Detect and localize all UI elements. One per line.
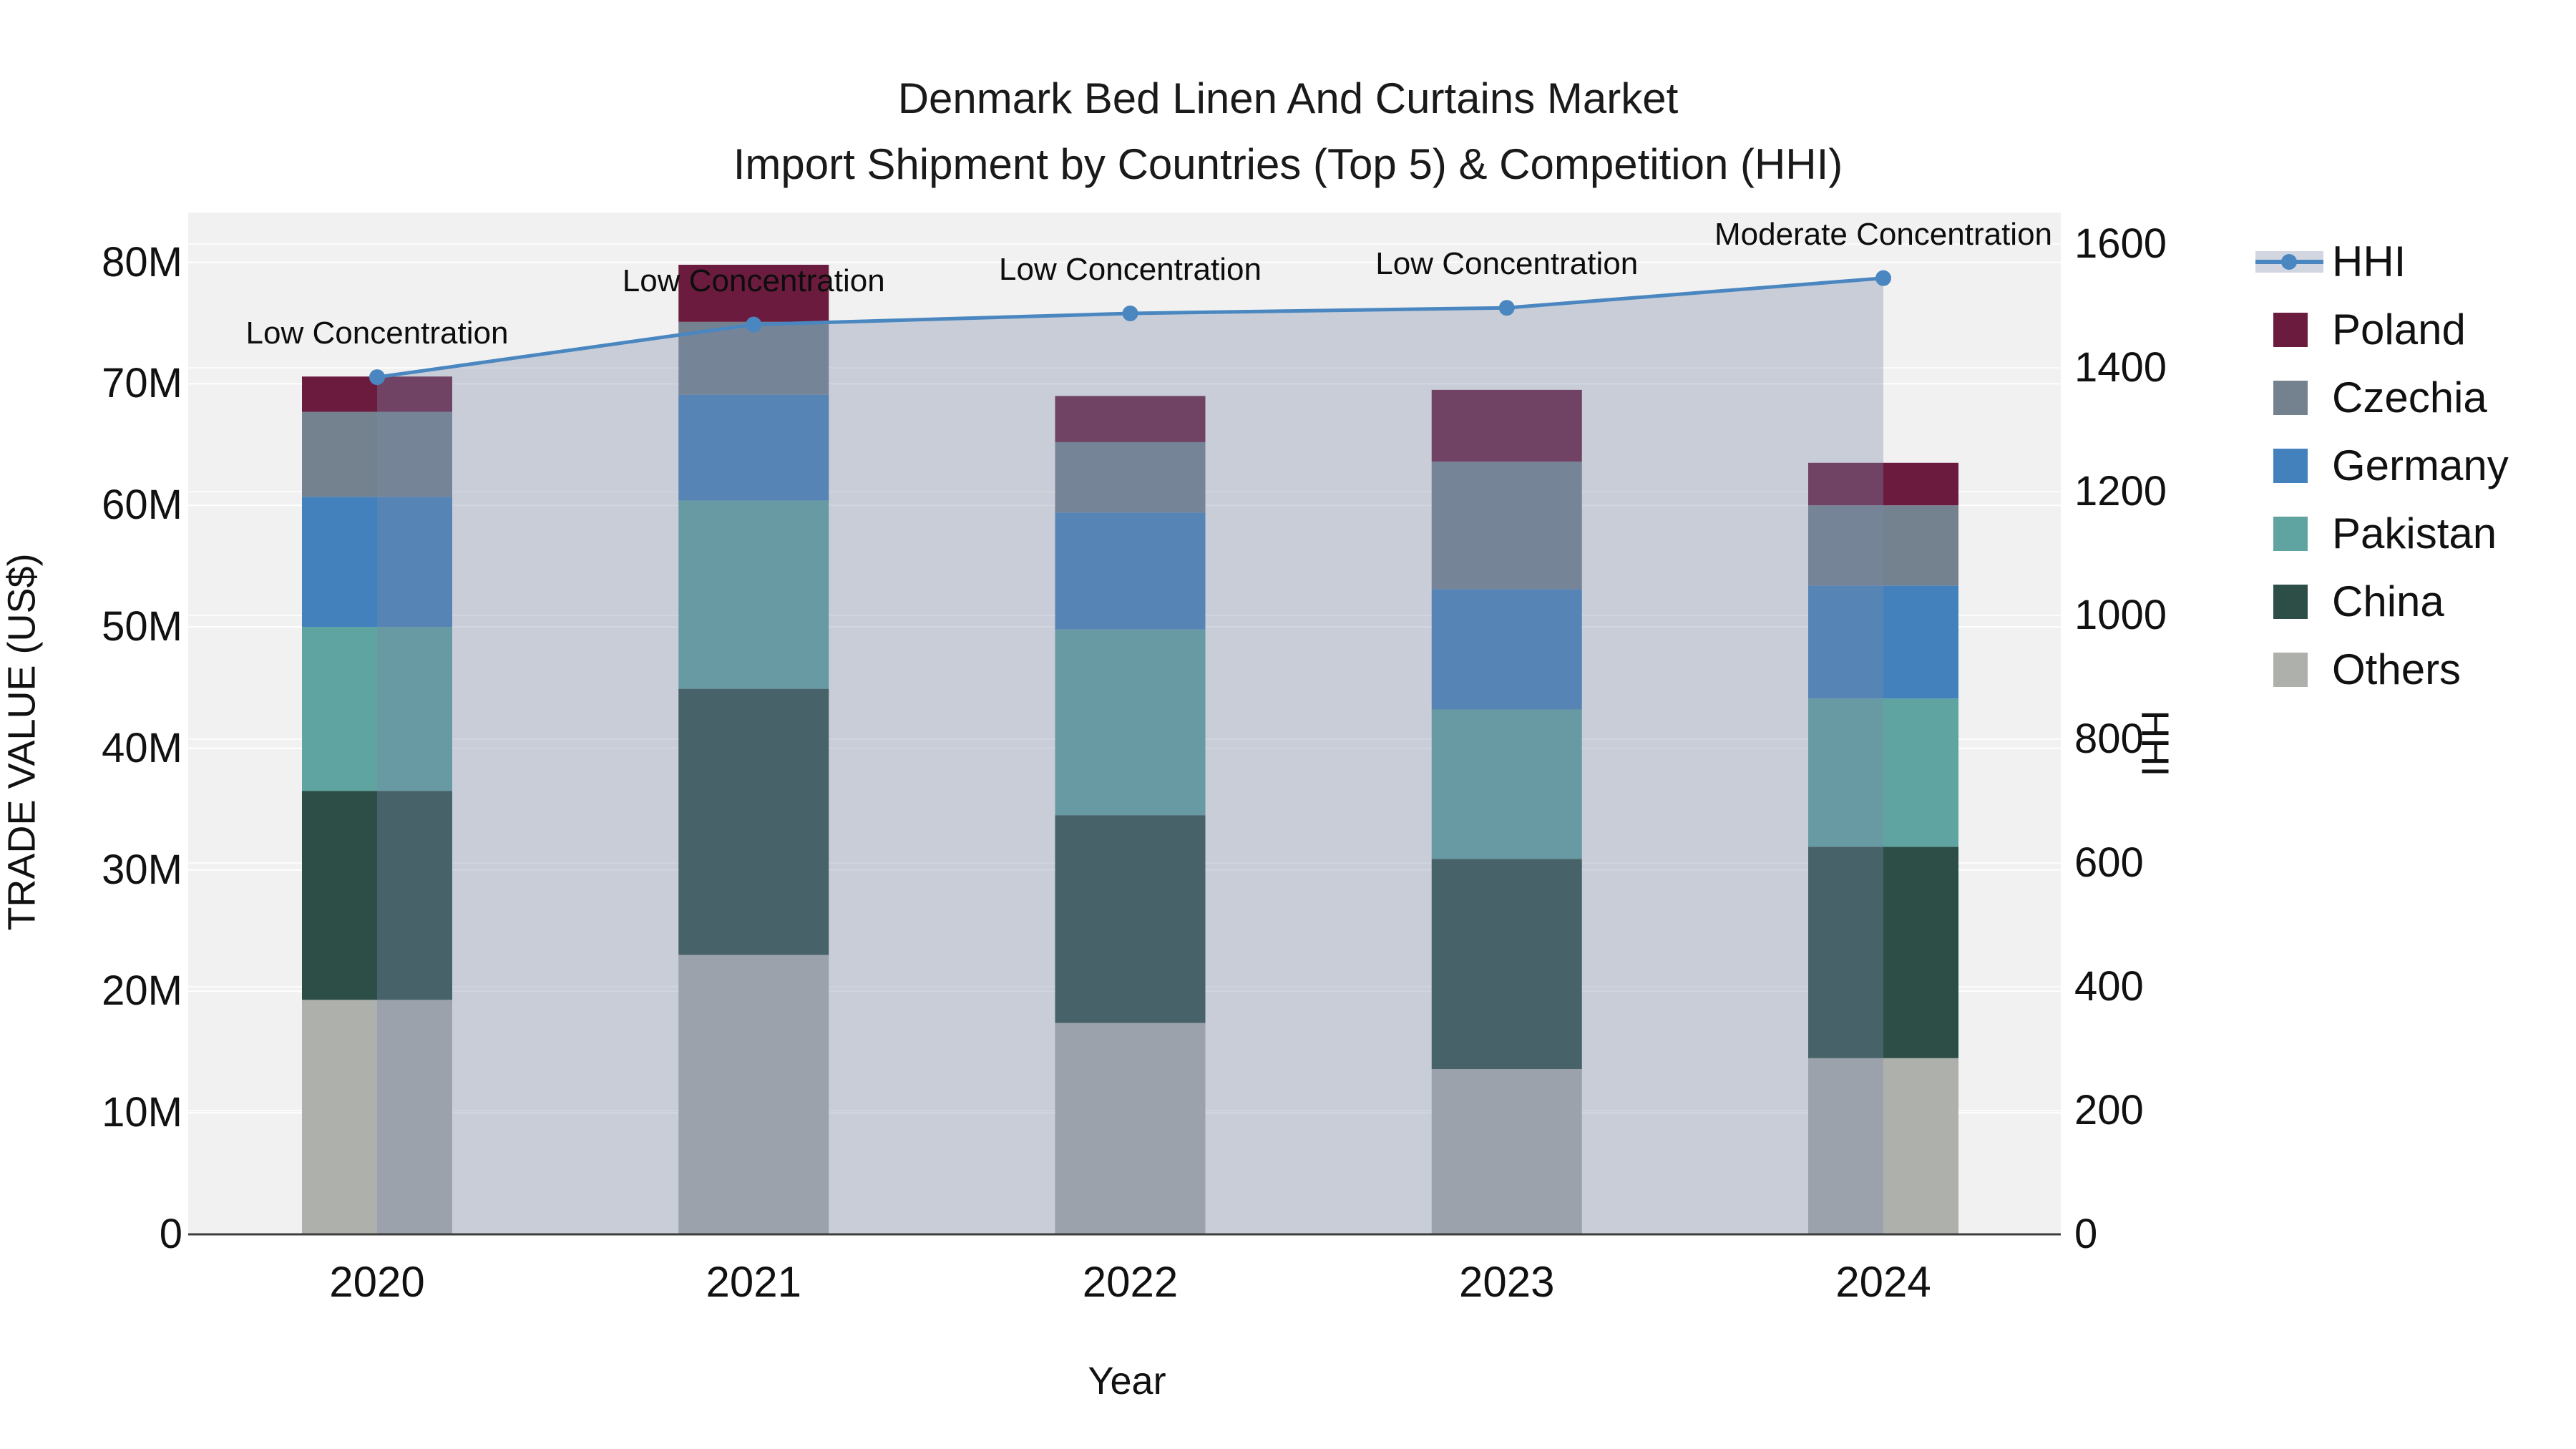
legend-item-poland[interactable]: Poland (2255, 296, 2509, 364)
bar-2024-germany[interactable] (1808, 585, 1958, 699)
hhi-marker-swatch (2281, 253, 2297, 270)
y-right-tick-800: 800 (2074, 716, 2144, 763)
legend-label-hhi: HHI (2332, 237, 2406, 286)
legend-label-czechia: Czechia (2332, 373, 2487, 421)
chart-title-line2: Import Shipment by Countries (Top 5) & C… (733, 140, 1843, 188)
y-left-tick-70M: 70M (102, 360, 182, 407)
bar-2021-others[interactable] (678, 955, 829, 1234)
legend-item-germany[interactable]: Germany (2255, 431, 2509, 499)
bar-2023-czechia[interactable] (1431, 462, 1582, 590)
bar-2022-poland[interactable] (1055, 396, 1206, 442)
hhi-marker-2021[interactable] (746, 316, 762, 333)
y-right-tick-400: 400 (2074, 963, 2144, 1010)
y-right-tick-1000: 1000 (2074, 592, 2167, 639)
bar-2021-china[interactable] (678, 688, 829, 955)
y-left-tick-60M: 60M (102, 482, 182, 529)
y-right-tick-1400: 1400 (2074, 344, 2167, 391)
legend-swatch-others (2273, 652, 2308, 687)
x-tick-2022: 2022 (1082, 1258, 1179, 1306)
legend: HHI Poland Czechia Germany Pakistan China Othe… (2255, 228, 2509, 703)
legend-label-poland: Poland (2332, 305, 2466, 353)
annotation-2020: Low Concentration (245, 316, 509, 351)
hhi-marker-2022[interactable] (1122, 305, 1138, 321)
chart-title-line1: Denmark Bed Linen And Curtains Market (897, 74, 1679, 122)
bar-2024-others[interactable] (1808, 1058, 1958, 1234)
legend-label-germany: Germany (2332, 441, 2509, 489)
y-axis-right-title: HHI (2133, 710, 2177, 777)
bar-2022-czechia[interactable] (1055, 441, 1206, 513)
x-tick-2024: 2024 (1835, 1258, 1931, 1306)
y-right-tick-0: 0 (2074, 1211, 2098, 1257)
hhi-line-swatch-icon (2255, 245, 2323, 278)
legend-swatch-pakistan (2273, 516, 2308, 551)
x-axis-title: Year (1088, 1360, 1166, 1402)
legend-swatch-germany (2273, 448, 2308, 483)
x-tick-2023: 2023 (1459, 1258, 1555, 1306)
bar-2020-czechia[interactable] (302, 411, 452, 497)
x-tick-2021: 2021 (706, 1258, 801, 1306)
y-axis-left-title: TRADE VALUE (US$) (0, 553, 44, 931)
bar-2021-germany[interactable] (678, 394, 829, 501)
annotation-2024: Moderate Concentration (1714, 216, 2053, 252)
hhi-area-fill (377, 278, 1883, 1234)
bar-2021-czechia[interactable] (678, 321, 829, 395)
bar-2023-germany[interactable] (1431, 589, 1582, 710)
legend-swatch-czechia (2273, 380, 2308, 415)
hhi-marker-2023[interactable] (1498, 300, 1515, 316)
bar-2023-china[interactable] (1431, 859, 1582, 1070)
bar-2020-china[interactable] (302, 791, 452, 1000)
bar-2021-poland[interactable] (678, 265, 829, 322)
hhi-marker-2024[interactable] (1875, 270, 1891, 286)
y-right-tick-1200: 1200 (2074, 468, 2167, 515)
y-right-tick-1600: 1600 (2074, 220, 2167, 268)
bar-2020-others[interactable] (302, 1000, 452, 1234)
legend-label-others: Others (2332, 645, 2462, 693)
chart-canvas (188, 243, 2061, 1236)
legend-label-china: China (2332, 577, 2444, 625)
y-left-tick-10M: 10M (102, 1089, 182, 1136)
bar-2022-pakistan[interactable] (1055, 629, 1206, 816)
bar-2022-others[interactable] (1055, 1023, 1206, 1234)
bar-2024-czechia[interactable] (1808, 505, 1958, 586)
annotation-2022: Low Concentration (999, 251, 1262, 287)
bar-2023-others[interactable] (1431, 1069, 1582, 1234)
bar-2020-germany[interactable] (302, 497, 452, 628)
legend-item-czechia[interactable]: Czechia (2255, 364, 2509, 431)
chart-title: Denmark Bed Linen And Curtains Market Im… (0, 66, 2576, 197)
legend-item-china[interactable]: China (2255, 567, 2509, 635)
bar-2022-germany[interactable] (1055, 512, 1206, 630)
annotation-2023: Low Concentration (1375, 246, 1639, 282)
legend-item-others[interactable]: Others (2255, 635, 2509, 703)
bar-2020-pakistan[interactable] (302, 627, 452, 791)
x-tick-2020: 2020 (329, 1258, 425, 1306)
bar-2023-poland[interactable] (1431, 389, 1582, 462)
bar-2021-pakistan[interactable] (678, 500, 829, 689)
bar-2024-poland[interactable] (1808, 462, 1958, 506)
y-left-tick-20M: 20M (102, 967, 182, 1015)
y-right-tick-200: 200 (2074, 1087, 2144, 1133)
bar-2024-china[interactable] (1808, 847, 1958, 1058)
y-left-tick-0: 0 (159, 1211, 182, 1257)
y-left-tick-30M: 30M (102, 846, 182, 893)
legend-swatch-china (2273, 584, 2308, 619)
hhi-marker-2020[interactable] (369, 369, 385, 386)
bar-2023-pakistan[interactable] (1431, 709, 1582, 859)
y-left-tick-50M: 50M (102, 603, 182, 650)
annotation-2021: Low Concentration (622, 263, 885, 298)
bar-2022-china[interactable] (1055, 815, 1206, 1023)
legend-label-pakistan: Pakistan (2332, 509, 2497, 557)
legend-item-hhi[interactable]: HHI (2255, 228, 2509, 296)
y-left-tick-40M: 40M (102, 724, 182, 771)
legend-swatch-poland (2273, 312, 2308, 347)
y-left-tick-80M: 80M (102, 238, 182, 286)
y-right-tick-600: 600 (2074, 839, 2144, 887)
legend-item-pakistan[interactable]: Pakistan (2255, 499, 2509, 567)
plot-area: Low Concentration Low Concentration Low Co… (188, 213, 2061, 1236)
bar-2024-pakistan[interactable] (1808, 698, 1958, 847)
